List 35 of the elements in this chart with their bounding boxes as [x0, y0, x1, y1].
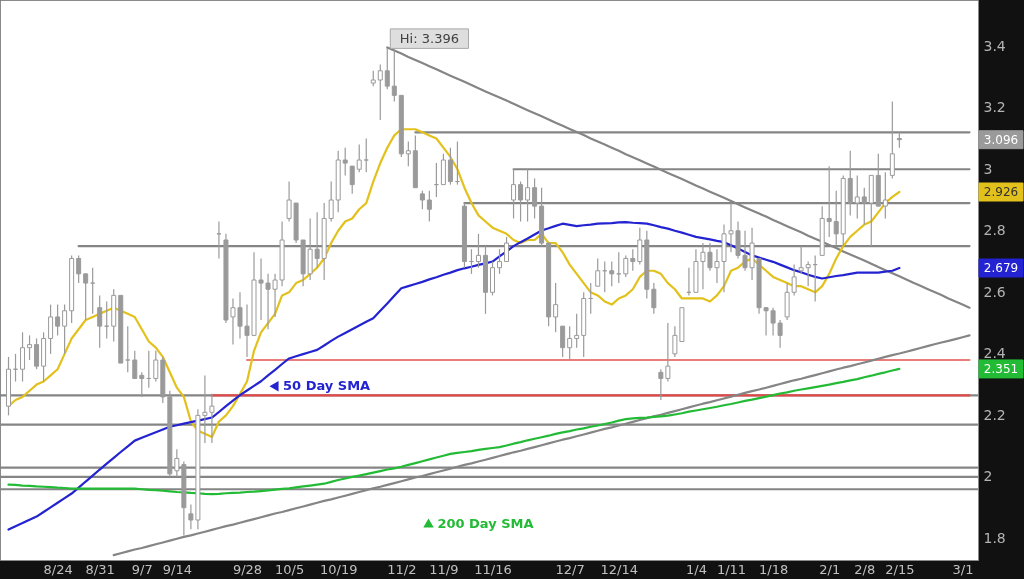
x-tick-label: 2/8 — [854, 561, 876, 577]
x-tick-label: 9/7 — [131, 561, 153, 577]
y-tick-label: 2.8 — [983, 222, 1006, 239]
x-tick-label: 8/24 — [43, 561, 73, 577]
y-tick-label: 2.4 — [983, 345, 1006, 362]
x-tick-label: 10/19 — [319, 561, 358, 577]
x-tick-label: 11/2 — [387, 561, 417, 577]
y-tick-label: 1.8 — [983, 529, 1006, 546]
y-tick-label: 2.2 — [983, 406, 1006, 423]
annotation: 2.926 — [983, 185, 1019, 199]
x-tick-label: 8/31 — [85, 561, 115, 577]
x-tick-label: 9/28 — [232, 561, 263, 577]
y-tick-label: 3 — [983, 160, 993, 177]
y-tick-label: 3.2 — [983, 99, 1006, 116]
x-tick-label: 3/1 — [952, 561, 974, 577]
legend-label: 200 Day SMA — [437, 515, 534, 531]
x-tick-label: 11/16 — [474, 561, 512, 577]
x-tick-label: 10/5 — [274, 561, 305, 577]
annotation: 3.096 — [983, 132, 1019, 147]
x-tick-label: 2/15 — [885, 561, 915, 577]
annotation: Hi: 3.396 — [399, 30, 459, 46]
x-tick-label: 1/18 — [758, 561, 789, 577]
y-tick-label: 3.4 — [983, 37, 1006, 54]
x-tick-label: 9/14 — [162, 561, 192, 577]
x-tick-label: 12/14 — [600, 561, 638, 577]
x-tick-label: 1/4 — [685, 561, 707, 577]
annotation: 2.351 — [983, 361, 1019, 376]
x-tick-label: 2/1 — [819, 561, 841, 577]
legend-label: 50 Day SMA — [283, 378, 371, 394]
y-tick-label: 2.6 — [983, 283, 1006, 300]
x-tick-label: 11/9 — [429, 561, 459, 577]
x-tick-label: 1/11 — [716, 561, 747, 577]
x-tick-label: 12/7 — [555, 561, 585, 577]
y-tick-label: 2 — [983, 468, 993, 485]
annotation: 2.679 — [983, 261, 1019, 275]
